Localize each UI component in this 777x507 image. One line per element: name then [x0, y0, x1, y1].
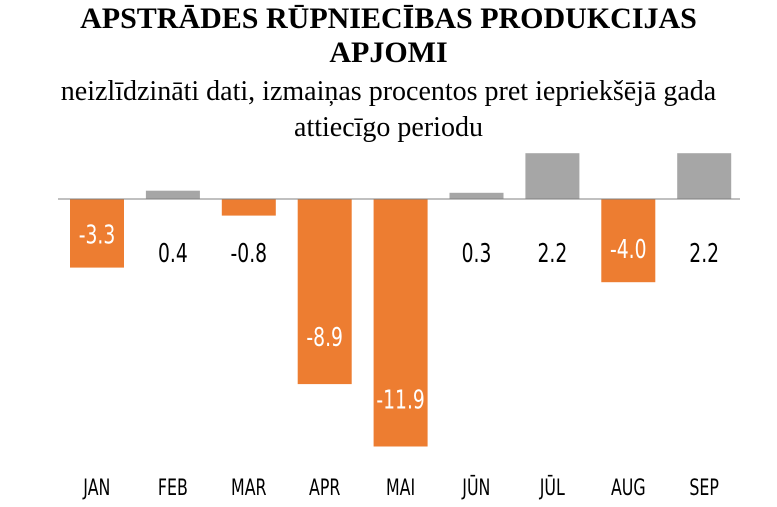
category-label-mar: MAR — [231, 474, 266, 500]
chart-subtitle: neizlīdzināti dati, izmaiņas procentos p… — [60, 76, 717, 143]
bar-jūl — [525, 153, 580, 199]
category-label-aug: AUG — [611, 474, 646, 500]
data-label-jūl: 2.2 — [538, 239, 568, 269]
data-label-mai: -11.9 — [376, 386, 424, 416]
chart-title: APSTRĀDES RŪPNIECĪBAS PRODUKCIJAS APJOMI — [80, 2, 697, 69]
category-label-jan: JAN — [82, 474, 110, 500]
category-label-sep: SEP — [689, 474, 719, 500]
data-label-jan: -3.3 — [79, 221, 116, 251]
bar-mai — [373, 199, 428, 447]
bar-sep — [677, 153, 732, 199]
data-label-aug: -4.0 — [610, 235, 647, 265]
category-label-jūl: JŪL — [539, 473, 565, 501]
data-label-feb: 0.4 — [158, 239, 188, 269]
data-label-jūn: 0.3 — [462, 239, 492, 269]
bar-aug — [601, 199, 656, 283]
bar-jūn — [449, 192, 504, 199]
bar-apr — [297, 199, 352, 385]
category-label-feb: FEB — [158, 474, 188, 500]
data-label-sep: 2.2 — [689, 239, 719, 269]
data-label-apr: -8.9 — [306, 323, 343, 353]
bar-jan — [70, 199, 124, 268]
bar-feb — [145, 190, 200, 199]
category-label-mai: MAI — [386, 474, 415, 500]
bar-mar — [221, 199, 276, 216]
category-label-apr: APR — [309, 474, 340, 500]
data-label-mar: -0.8 — [231, 239, 268, 269]
chart-header: APSTRĀDES RŪPNIECĪBAS PRODUKCIJAS APJOMI… — [0, 0, 777, 146]
category-label-jūn: JŪN — [461, 473, 490, 501]
